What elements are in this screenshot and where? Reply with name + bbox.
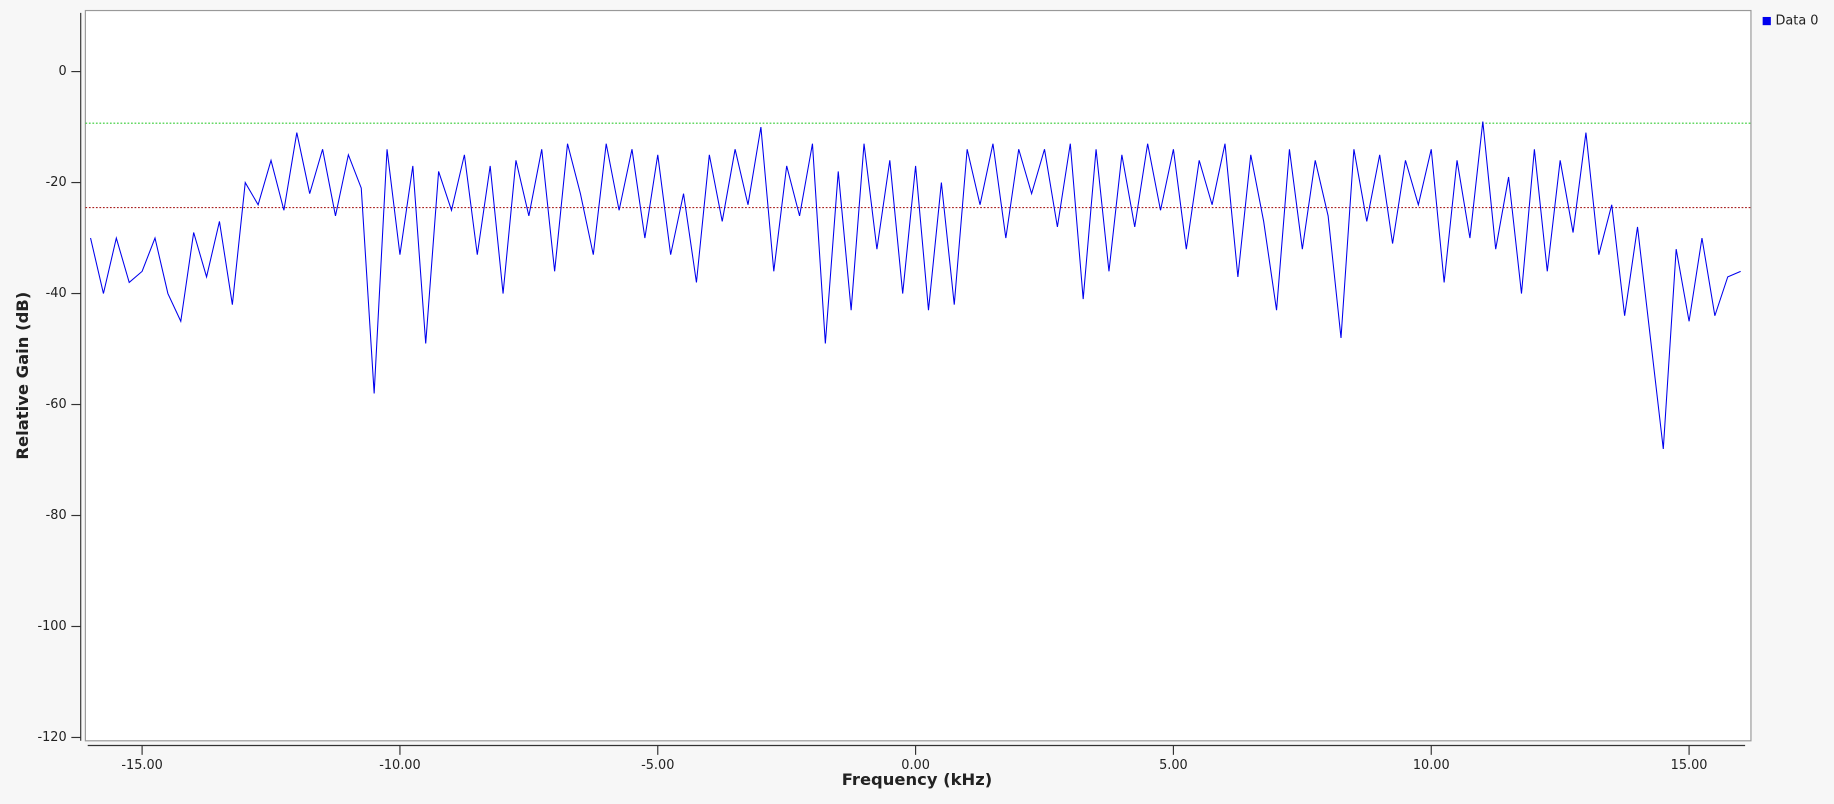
- y-tick-label: 0: [58, 64, 66, 79]
- x-tick-label: -15.00: [121, 758, 162, 773]
- y-tick-label: -80: [46, 508, 67, 523]
- x-tick-label: -10.00: [379, 758, 420, 773]
- x-tick-label: -5.00: [641, 758, 674, 773]
- x-axis-label: Frequency (kHz): [842, 770, 992, 789]
- x-tick-label: 0.00: [901, 758, 930, 773]
- series-line: [90, 121, 1741, 449]
- y-tick-label: -40: [46, 286, 67, 301]
- x-tick-label: 15.00: [1671, 758, 1708, 773]
- y-tick-label: -100: [37, 619, 66, 634]
- legend-swatch: [1762, 16, 1771, 26]
- legend-label: Data 0: [1776, 14, 1819, 29]
- x-tick-label: 10.00: [1413, 758, 1450, 773]
- y-tick-label: -20: [46, 175, 67, 190]
- y-axis-label: Relative Gain (dB): [13, 292, 32, 460]
- plot-area: [84, 9, 1752, 742]
- y-tick-label: -120: [37, 730, 66, 745]
- x-tick-label: 5.00: [1159, 758, 1188, 773]
- y-tick-label: -60: [46, 397, 67, 412]
